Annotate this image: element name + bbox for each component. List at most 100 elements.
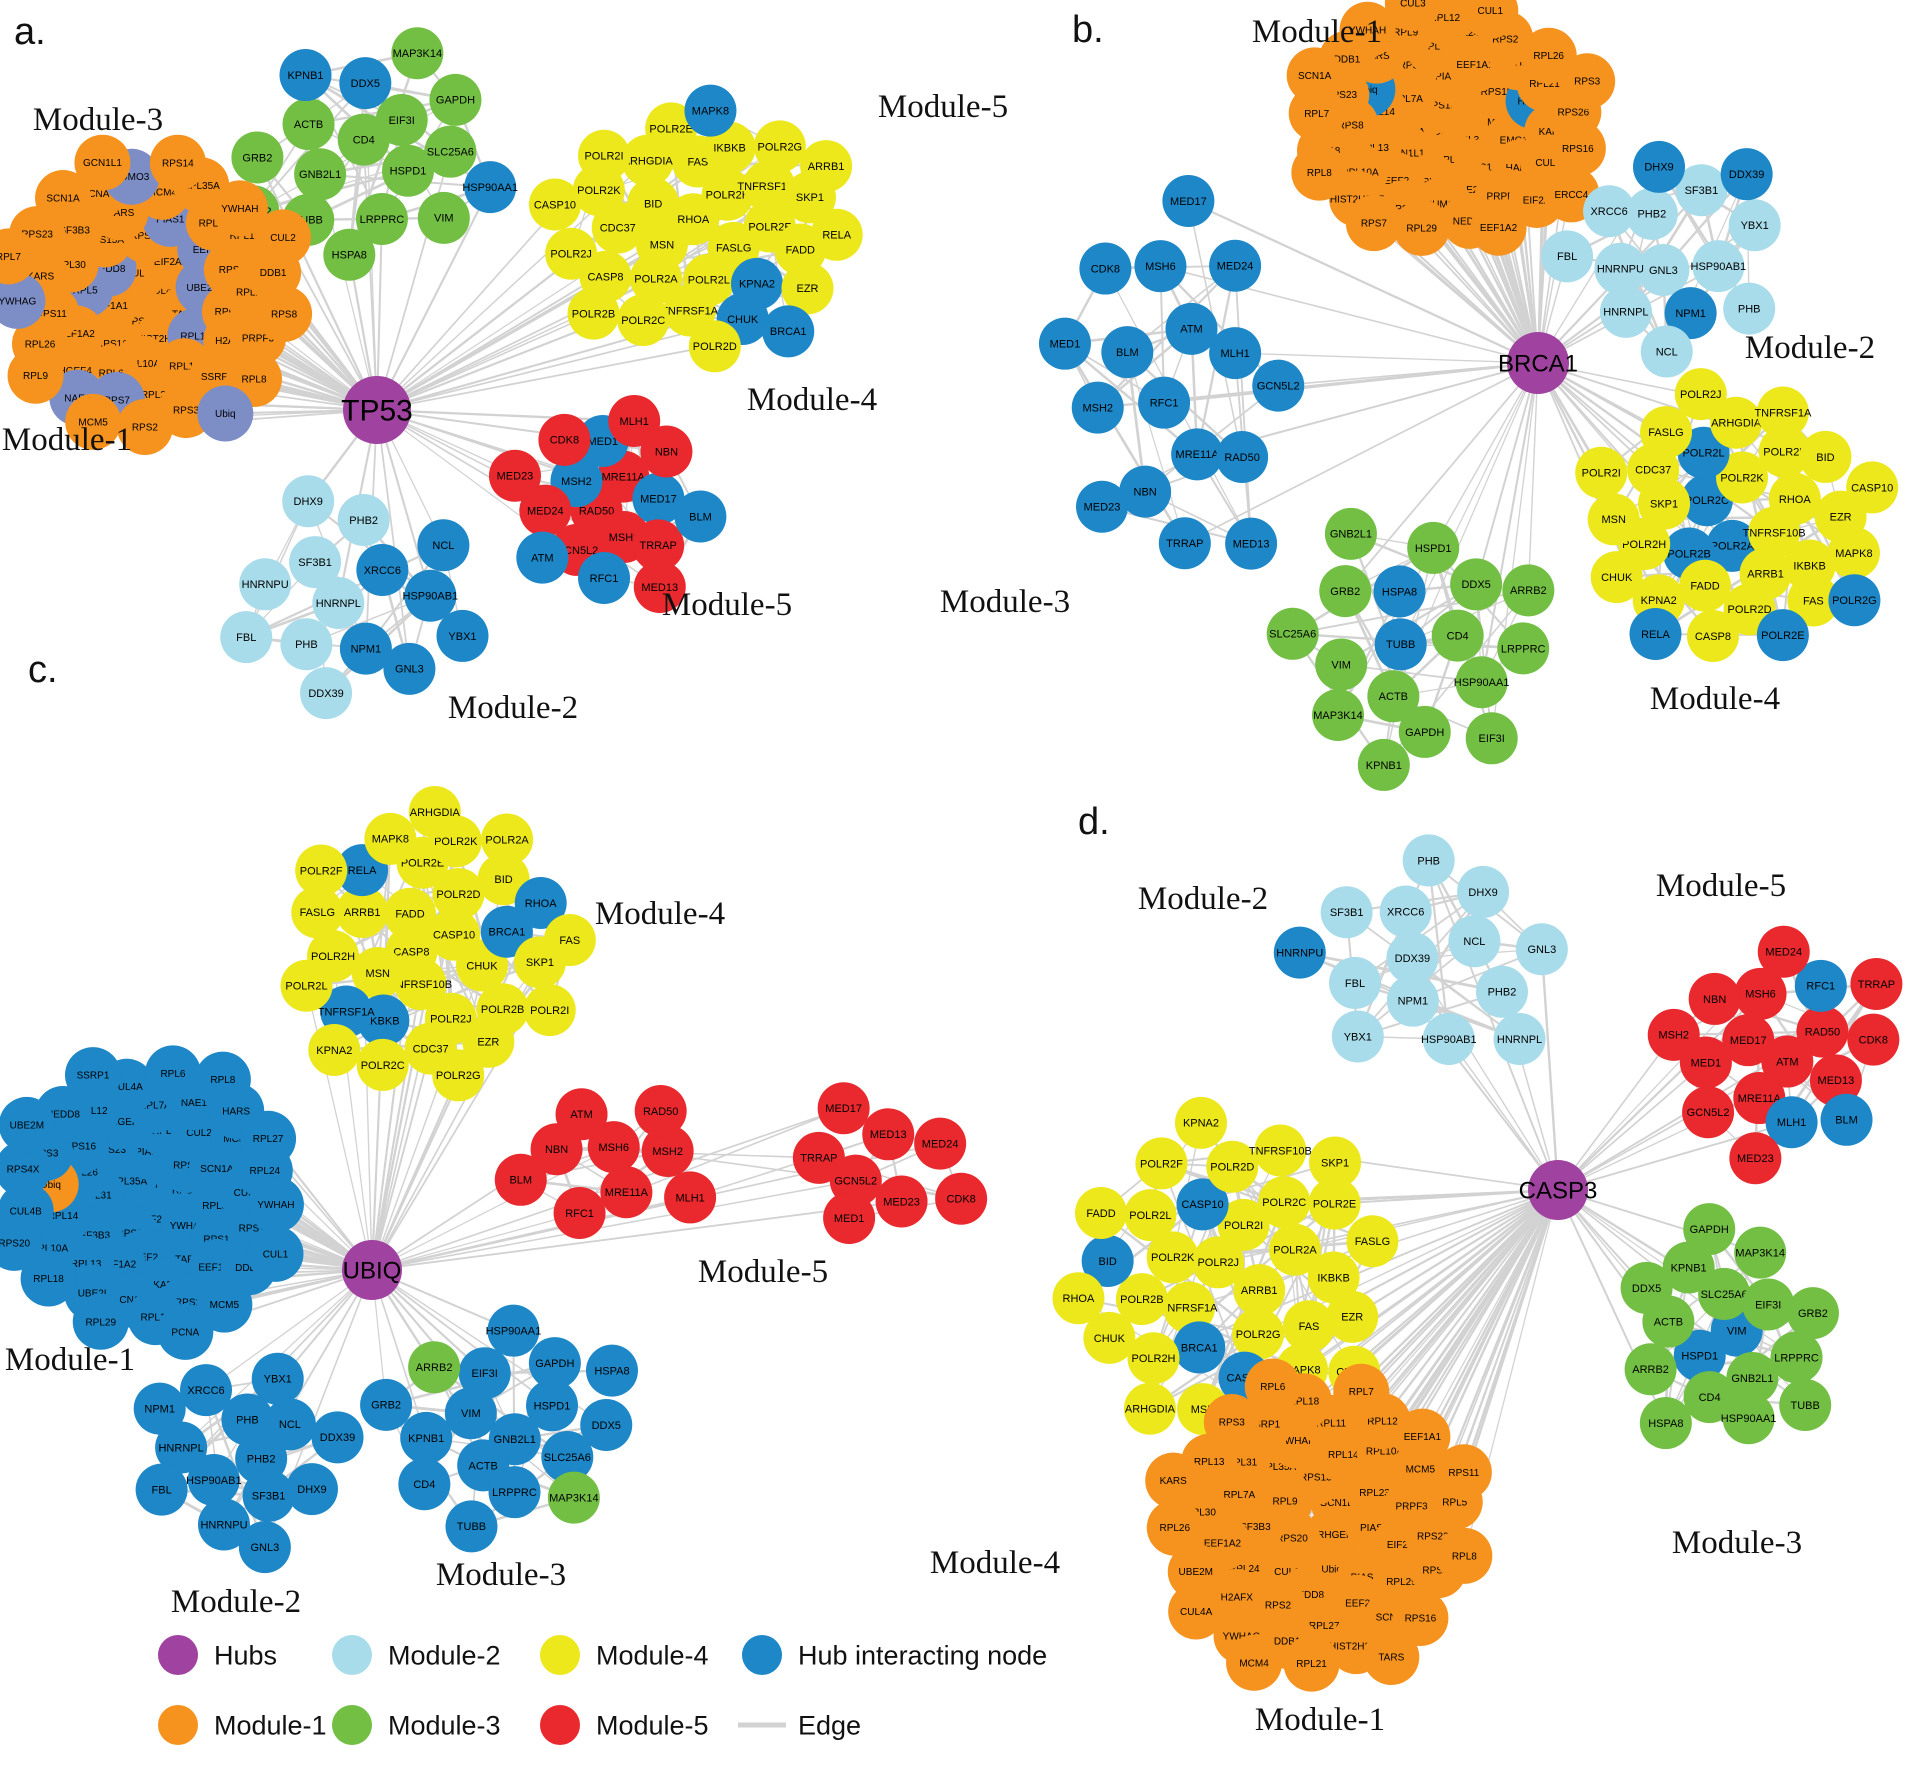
node-POLR2E[interactable] [1756, 609, 1809, 662]
node-POLR2I[interactable] [1217, 1198, 1270, 1251]
node-RFC1[interactable] [1138, 376, 1191, 429]
node-NBN[interactable] [640, 425, 693, 478]
node-SF3B1[interactable] [1675, 164, 1728, 217]
node-POLR2B[interactable] [1115, 1273, 1168, 1326]
node-ARRB1[interactable] [336, 886, 389, 939]
node-DDX39[interactable] [311, 1411, 364, 1464]
node-ACTB[interactable] [282, 98, 335, 151]
node-RHOA[interactable] [1052, 1272, 1105, 1325]
node-GAPDH[interactable] [528, 1337, 581, 1390]
node-GCN5L2[interactable] [1682, 1086, 1735, 1139]
node-HSP90AA1[interactable] [1722, 1392, 1775, 1445]
node-MSH6[interactable] [1734, 967, 1787, 1020]
node-PHB2[interactable] [337, 493, 390, 546]
node-RHOA[interactable] [1768, 472, 1821, 525]
node-CUL2[interactable] [254, 209, 311, 266]
node-FBL[interactable] [220, 611, 273, 664]
node-GNB2L1[interactable] [1726, 1351, 1779, 1404]
node-ACTB[interactable] [1367, 670, 1420, 723]
node-FASLG[interactable] [1640, 406, 1693, 459]
node-MRE11A[interactable] [600, 1166, 653, 1219]
node-PHB2[interactable] [1625, 187, 1678, 240]
node-GNL3[interactable] [1637, 243, 1690, 296]
node-GRB2[interactable] [360, 1378, 413, 1431]
node-FASLG[interactable] [291, 886, 344, 939]
node-NBN[interactable] [1688, 972, 1741, 1025]
node-FAS[interactable] [1787, 574, 1840, 627]
node-ARHGDIA[interactable] [1710, 396, 1763, 449]
node-DHX9[interactable] [282, 475, 335, 528]
node-POLR2I[interactable] [1575, 446, 1628, 499]
node-POLR2D[interactable] [432, 867, 485, 920]
node-POLR2J[interactable] [1674, 368, 1727, 421]
node-GNB2L1[interactable] [294, 148, 347, 201]
node-CASP10[interactable] [1176, 1178, 1229, 1231]
node-ARRB2[interactable] [1624, 1343, 1677, 1396]
node-HSPA8[interactable] [323, 228, 376, 281]
node-HSP90AA1[interactable] [1455, 656, 1508, 709]
node-CUL1[interactable] [1462, 0, 1519, 39]
node-POLR2E[interactable] [1308, 1177, 1361, 1230]
node-RPL26[interactable] [1146, 1499, 1203, 1556]
node-MED17[interactable] [1722, 1014, 1775, 1067]
node-TRRAP[interactable] [1850, 957, 1903, 1010]
node-CDK8[interactable] [1079, 242, 1132, 295]
node-ARRB2[interactable] [1502, 564, 1555, 617]
node-PHB[interactable] [280, 618, 333, 671]
node-MED17[interactable] [817, 1082, 870, 1135]
node-RPL6[interactable] [1244, 1358, 1301, 1415]
node-POLR2L[interactable] [1124, 1189, 1177, 1242]
node-TARS[interactable] [1363, 1628, 1420, 1685]
node-KPNB1[interactable] [1357, 738, 1410, 791]
node-HSP90AB1[interactable] [1422, 1013, 1475, 1066]
node-YBX1[interactable] [1728, 199, 1781, 252]
node-HNRNPL[interactable] [1493, 1013, 1546, 1066]
node-MED13[interactable] [1809, 1054, 1862, 1107]
node-XRCC6[interactable] [356, 543, 409, 596]
node-HSPD1[interactable] [1673, 1329, 1726, 1382]
node-HSP90AB1[interactable] [1692, 240, 1745, 293]
node-EZR[interactable] [1326, 1290, 1379, 1343]
node-MRE11A[interactable] [1171, 428, 1224, 481]
node-ARRB1[interactable] [800, 140, 853, 193]
node-DDX39[interactable] [1720, 148, 1773, 201]
node-RELA[interactable] [1629, 608, 1682, 661]
node-YBX1[interactable] [436, 609, 489, 662]
node-KARS[interactable] [1145, 1452, 1202, 1509]
node-DDX39[interactable] [300, 667, 353, 720]
node-YWHAH[interactable] [247, 1176, 304, 1233]
node-EZR[interactable] [462, 1015, 515, 1068]
node-RPS7[interactable] [1345, 195, 1402, 252]
node-ATM[interactable] [1165, 302, 1218, 355]
node-YWHAG[interactable] [0, 272, 46, 329]
node-RAD50[interactable] [634, 1084, 687, 1137]
node-TRRAP[interactable] [1158, 517, 1211, 570]
node-MLH1[interactable] [1765, 1096, 1818, 1149]
node-CHUK[interactable] [1590, 551, 1643, 604]
node-CUL3[interactable] [1384, 0, 1441, 32]
node-FASLG[interactable] [1346, 1215, 1399, 1268]
node-VIM[interactable] [444, 1387, 497, 1440]
node-ATM[interactable] [516, 531, 569, 584]
node-MED23[interactable] [488, 449, 541, 502]
node-HSPD1[interactable] [382, 144, 435, 197]
node-ATM[interactable] [1761, 1035, 1814, 1088]
node-BID[interactable] [477, 853, 530, 906]
hub-node-BRCA1[interactable] [1507, 332, 1569, 394]
node-HSP90AB1[interactable] [404, 569, 457, 622]
node-MED23[interactable] [1075, 480, 1128, 533]
node-LRPPRC[interactable] [355, 192, 408, 245]
node-NPM1[interactable] [133, 1382, 186, 1435]
node-POLR2D[interactable] [688, 320, 741, 373]
node-LRPPRC[interactable] [488, 1466, 541, 1519]
node-MED23[interactable] [875, 1175, 928, 1228]
node-RPS8[interactable] [256, 285, 313, 342]
node-MCM4[interactable] [1226, 1634, 1283, 1691]
node-TNFRSF10B[interactable] [742, 159, 795, 212]
node-UBE2M[interactable] [0, 1096, 55, 1153]
node-NPM1[interactable] [1664, 287, 1717, 340]
node-PHB[interactable] [1402, 834, 1455, 887]
node-POLR2C[interactable] [356, 1038, 409, 1091]
node-RFC1[interactable] [578, 551, 631, 604]
node-BLM[interactable] [1101, 326, 1154, 379]
